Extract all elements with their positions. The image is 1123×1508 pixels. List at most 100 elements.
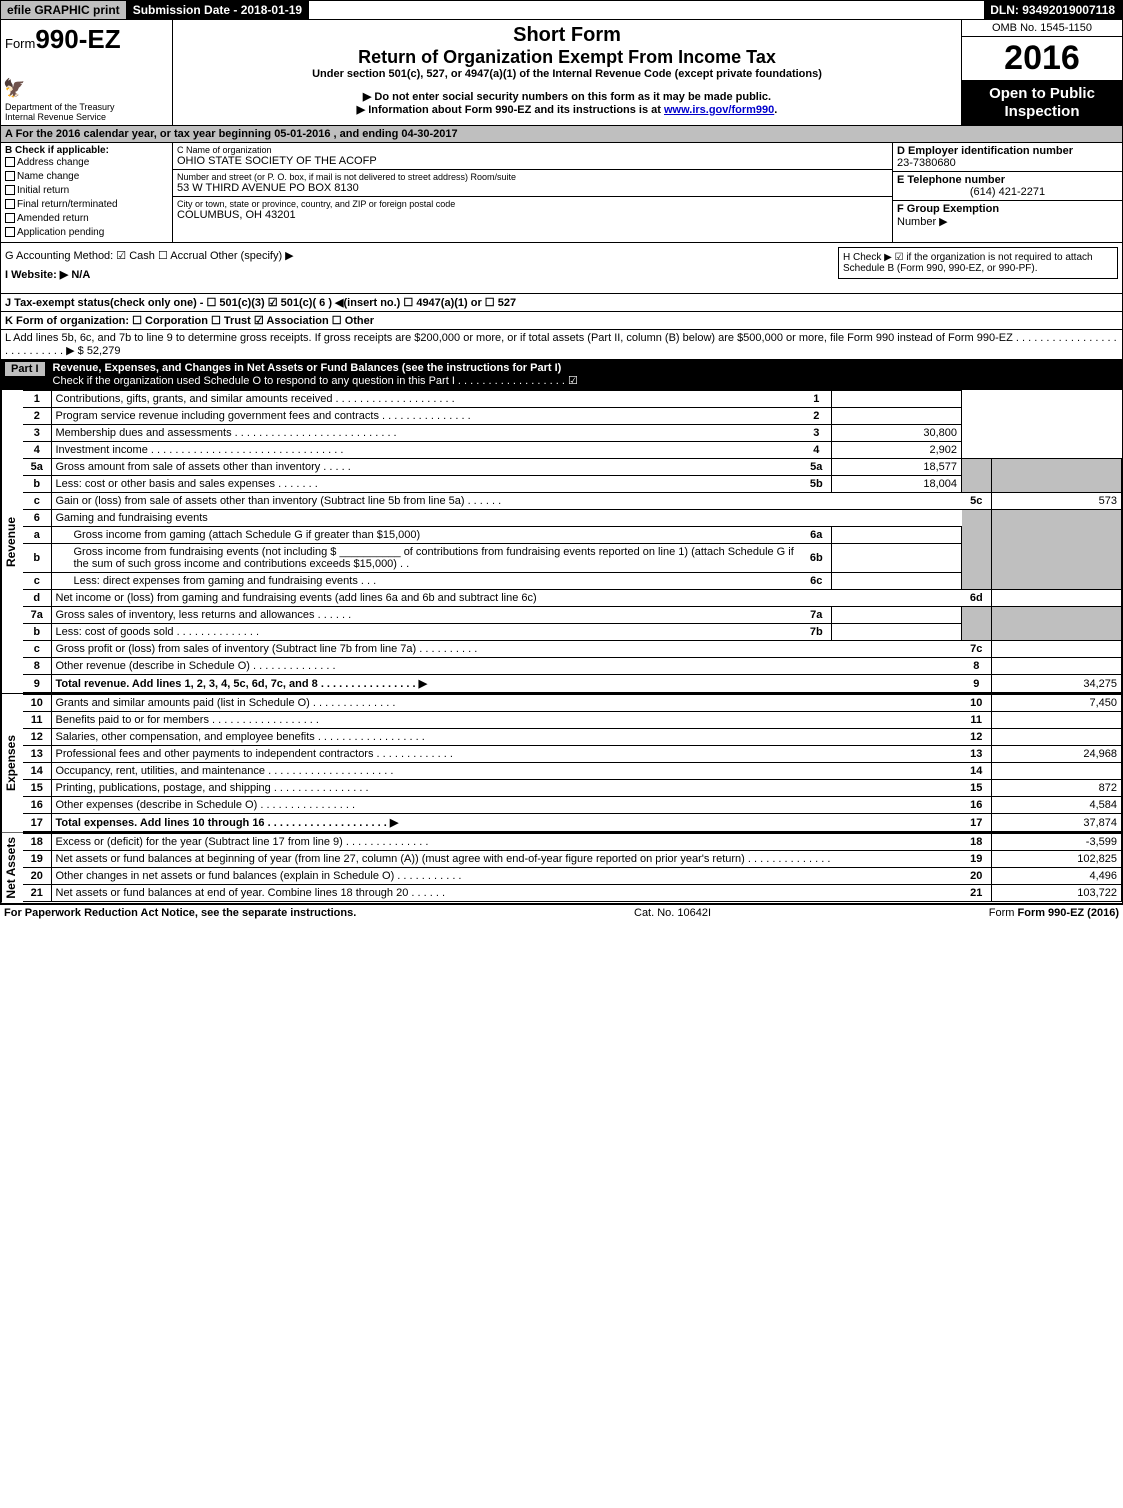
- grp-label2: Number ▶: [897, 216, 948, 228]
- do-not-enter: ▶ Do not enter social security numbers o…: [181, 90, 953, 103]
- checkbox-icon: [5, 199, 15, 209]
- line-20: 20Other changes in net assets or fund ba…: [23, 868, 1122, 885]
- line-5a: 5aGross amount from sale of assets other…: [23, 459, 1122, 476]
- section-ghi: H Check ▶ ☑ if the organization is not r…: [1, 242, 1122, 293]
- section-bcd: B Check if applicable: Address change Na…: [1, 142, 1122, 242]
- dept-line2: Internal Revenue Service: [5, 112, 106, 122]
- tax-year: 2016: [962, 37, 1122, 81]
- line-19: 19Net assets or fund balances at beginni…: [23, 851, 1122, 868]
- line-4: 4Investment income . . . . . . . . . . .…: [23, 442, 1122, 459]
- line-7a: 7aGross sales of inventory, less returns…: [23, 607, 1122, 624]
- line-1: 1Contributions, gifts, grants, and simil…: [23, 391, 1122, 408]
- header-row: Form990-EZ 🦅 Department of the Treasury …: [1, 20, 1122, 125]
- org-name-row: C Name of organization OHIO STATE SOCIET…: [173, 143, 892, 170]
- line-5b: bLess: cost or other basis and sales exp…: [23, 476, 1122, 493]
- tel-label: E Telephone number: [897, 174, 1005, 186]
- revenue-side-label: Revenue: [1, 390, 23, 693]
- expenses-table: 10Grants and similar amounts paid (list …: [23, 694, 1122, 832]
- footer-left: For Paperwork Reduction Act Notice, see …: [4, 907, 356, 919]
- under-section: Under section 501(c), 527, or 4947(a)(1)…: [181, 68, 953, 80]
- line-12: 12Salaries, other compensation, and empl…: [23, 729, 1122, 746]
- tel-row: E Telephone number (614) 421-2271: [893, 172, 1122, 201]
- line-5c: cGain or (loss) from sale of assets othe…: [23, 493, 1122, 510]
- top-bar: efile GRAPHIC print Submission Date - 20…: [0, 0, 1123, 20]
- street-label: Number and street (or P. O. box, if mail…: [177, 172, 888, 182]
- irs-link[interactable]: www.irs.gov/form990: [664, 104, 774, 116]
- form-prefix: Form: [5, 36, 35, 51]
- efile-print-button[interactable]: efile GRAPHIC print: [1, 1, 127, 19]
- line-7c: cGross profit or (loss) from sales of in…: [23, 641, 1122, 658]
- row-a-text: A For the 2016 calendar year, or tax yea…: [5, 128, 458, 140]
- irs-eagle-icon: 🦅: [3, 78, 25, 99]
- part-i-header: Part I Revenue, Expenses, and Changes in…: [1, 359, 1122, 389]
- line-6d: dNet income or (loss) from gaming and fu…: [23, 590, 1122, 607]
- chk-amended-return[interactable]: Amended return: [5, 212, 168, 226]
- chk-application-pending[interactable]: Application pending: [5, 226, 168, 240]
- line-16: 16Other expenses (describe in Schedule O…: [23, 797, 1122, 814]
- open-to-public: Open to Public Inspection: [962, 81, 1122, 125]
- line-6c: cLess: direct expenses from gaming and f…: [23, 573, 1122, 590]
- right-boxes: OMB No. 1545-1150 2016 Open to Public In…: [962, 20, 1122, 125]
- line-18: 18Excess or (deficit) for the year (Subt…: [23, 834, 1122, 851]
- revenue-table: 1Contributions, gifts, grants, and simil…: [23, 390, 1122, 693]
- group-exemption-row: F Group Exemption Number ▶: [893, 201, 1122, 230]
- line-6: 6Gaming and fundraising events: [23, 510, 1122, 527]
- col-c-org-info: C Name of organization OHIO STATE SOCIET…: [173, 143, 892, 242]
- form-number: 990-EZ: [35, 24, 120, 54]
- treasury-dept: Department of the Treasury Internal Reve…: [5, 103, 115, 123]
- checkbox-icon: [5, 185, 15, 195]
- ein-row: D Employer identification number 23-7380…: [893, 143, 1122, 172]
- chk-initial-return[interactable]: Initial return: [5, 184, 168, 198]
- checkbox-icon: [5, 213, 15, 223]
- open-line2: Inspection: [1004, 103, 1079, 120]
- line-10: 10Grants and similar amounts paid (list …: [23, 695, 1122, 712]
- dln-button[interactable]: DLN: 93492019007118: [984, 1, 1122, 19]
- tel-value: (614) 421-2271: [897, 186, 1118, 198]
- city-label: City or town, state or province, country…: [177, 199, 888, 209]
- title-cell: Short Form Return of Organization Exempt…: [173, 20, 962, 125]
- open-line1: Open to Public: [989, 85, 1095, 102]
- info-line: ▶ Information about Form 990-EZ and its …: [181, 103, 953, 116]
- col-d-ein: D Employer identification number 23-7380…: [892, 143, 1122, 242]
- revenue-lines: 1Contributions, gifts, grants, and simil…: [23, 390, 1122, 693]
- chk-address-change[interactable]: Address change: [5, 156, 168, 170]
- line-2: 2Program service revenue including gover…: [23, 408, 1122, 425]
- row-j-text: J Tax-exempt status(check only one) - ☐ …: [5, 297, 516, 309]
- part-i-label: Part I: [5, 362, 45, 376]
- line-15: 15Printing, publications, postage, and s…: [23, 780, 1122, 797]
- h-checkbox-box: H Check ▶ ☑ if the organization is not r…: [838, 247, 1118, 279]
- expenses-lines: 10Grants and similar amounts paid (list …: [23, 694, 1122, 832]
- line-3: 3Membership dues and assessments . . . .…: [23, 425, 1122, 442]
- part-i-check: Check if the organization used Schedule …: [53, 375, 578, 387]
- street-value: 53 W THIRD AVENUE PO BOX 8130: [177, 182, 888, 194]
- return-title: Return of Organization Exempt From Incom…: [181, 47, 953, 68]
- org-name-label: C Name of organization: [177, 145, 888, 155]
- line-6a: aGross income from gaming (attach Schedu…: [23, 527, 1122, 544]
- line-13: 13Professional fees and other payments t…: [23, 746, 1122, 763]
- line-21: 21Net assets or fund balances at end of …: [23, 885, 1122, 902]
- topbar-spacer: [309, 1, 984, 19]
- checkbox-icon: [5, 157, 15, 167]
- chk-final-return[interactable]: Final return/terminated: [5, 198, 168, 212]
- part-i-title-block: Revenue, Expenses, and Changes in Net As…: [53, 362, 578, 387]
- dept-line1: Department of the Treasury: [5, 102, 115, 112]
- net-assets-table: 18Excess or (deficit) for the year (Subt…: [23, 833, 1122, 902]
- row-k-text: K Form of organization: ☐ Corporation ☐ …: [5, 315, 374, 327]
- line-17: 17Total expenses. Add lines 10 through 1…: [23, 814, 1122, 832]
- row-l-gross-receipts: L Add lines 5b, 6c, and 7b to line 9 to …: [1, 329, 1122, 359]
- row-j-tax-exempt: J Tax-exempt status(check only one) - ☐ …: [1, 293, 1122, 311]
- revenue-section: Revenue 1Contributions, gifts, grants, a…: [1, 389, 1122, 693]
- checkbox-icon: [5, 171, 15, 181]
- submission-date-button[interactable]: Submission Date - 2018-01-19: [127, 1, 309, 19]
- expenses-section: Expenses 10Grants and similar amounts pa…: [1, 693, 1122, 832]
- line-7b: bLess: cost of goods sold . . . . . . . …: [23, 624, 1122, 641]
- ein-label: D Employer identification number: [897, 145, 1073, 157]
- row-a-tax-year: A For the 2016 calendar year, or tax yea…: [1, 125, 1122, 142]
- checkbox-icon: [5, 227, 15, 237]
- street-row: Number and street (or P. O. box, if mail…: [173, 170, 892, 197]
- col-b-title: B Check if applicable:: [5, 145, 109, 156]
- line-9: 9Total revenue. Add lines 1, 2, 3, 4, 5c…: [23, 675, 1122, 693]
- chk-name-change[interactable]: Name change: [5, 170, 168, 184]
- form-990ez-label: Form990-EZ: [5, 24, 168, 55]
- expenses-side-label: Expenses: [1, 694, 23, 832]
